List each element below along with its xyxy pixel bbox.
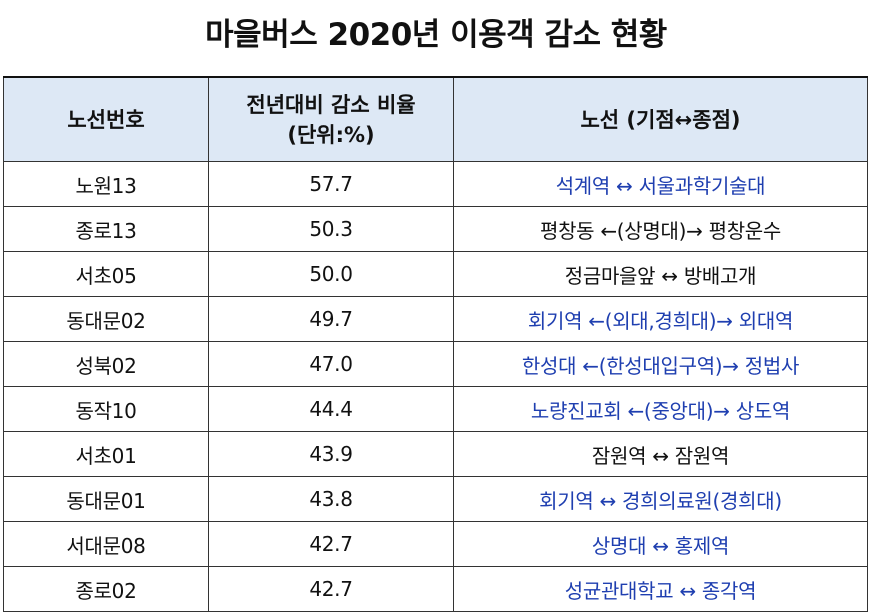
route-path-cell: 정금마을앞 ↔ 방배고개	[453, 251, 868, 297]
table-row: 서대문08 42.7 상명대 ↔ 홍제역	[3, 521, 868, 567]
header-decline-rate: 전년대비 감소 비율 (단위:%)	[208, 76, 454, 162]
decline-rate-cell: 42.7	[208, 566, 454, 612]
decline-rate-cell: 43.8	[208, 476, 454, 522]
page-title: 마을버스 2020년 이용객 감소 현황	[205, 17, 667, 53]
route-number-cell: 종로02	[3, 566, 209, 612]
route-path-cell: 잠원역 ↔ 잠원역	[453, 431, 868, 477]
table-body: 노원13 57.7 석계역 ↔ 서울과학기술대 종로13 50.3 평창동 ←(상명대)→…	[3, 161, 868, 612]
route-number-cell: 노원13	[3, 161, 209, 207]
route-number-cell: 동작10	[3, 386, 209, 432]
table-row: 노원13 57.7 석계역 ↔ 서울과학기술대	[3, 161, 868, 207]
table-row: 동대문02 49.7 회기역 ←(외대,경희대)→ 외대역	[3, 296, 868, 342]
route-path-cell[interactable]: 성균관대학교 ↔ 종각역	[453, 566, 868, 612]
header-decline-rate-label: 전년대비 감소 비율	[246, 92, 416, 117]
route-path-cell[interactable]: 상명대 ↔ 홍제역	[453, 521, 868, 567]
route-path-cell[interactable]: 회기역 ←(외대,경희대)→ 외대역	[453, 296, 868, 342]
decline-rate-cell: 44.4	[208, 386, 454, 432]
route-number-cell: 성북02	[3, 341, 209, 387]
ridership-decline-table: 노선번호 전년대비 감소 비율 (단위:%) 노선 (기점↔종점) 노원13 57…	[3, 76, 868, 612]
route-path-cell[interactable]: 노량진교회 ←(중앙대)→ 상도역	[453, 386, 868, 432]
table-row: 성북02 47.0 한성대 ←(한성대입구역)→ 정법사	[3, 341, 868, 387]
header-decline-rate-unit: (단위:%)	[287, 122, 375, 147]
decline-rate-cell: 42.7	[208, 521, 454, 567]
route-path-cell[interactable]: 회기역 ↔ 경희의료원(경희대)	[453, 476, 868, 522]
route-number-cell: 동대문02	[3, 296, 209, 342]
route-path-cell: 평창동 ←(상명대)→ 평창운수	[453, 206, 868, 252]
route-path-cell[interactable]: 한성대 ←(한성대입구역)→ 정법사	[453, 341, 868, 387]
decline-rate-cell: 50.0	[208, 251, 454, 297]
table-row: 동대문01 43.8 회기역 ↔ 경희의료원(경희대)	[3, 476, 868, 522]
route-number-cell: 종로13	[3, 206, 209, 252]
decline-rate-cell: 50.3	[208, 206, 454, 252]
decline-rate-cell: 57.7	[208, 161, 454, 207]
table-row: 서초05 50.0 정금마을앞 ↔ 방배고개	[3, 251, 868, 297]
route-number-cell: 서초01	[3, 431, 209, 477]
decline-rate-cell: 43.9	[208, 431, 454, 477]
table-header-row: 노선번호 전년대비 감소 비율 (단위:%) 노선 (기점↔종점)	[3, 76, 868, 162]
table-row: 동작10 44.4 노량진교회 ←(중앙대)→ 상도역	[3, 386, 868, 432]
table-row: 종로13 50.3 평창동 ←(상명대)→ 평창운수	[3, 206, 868, 252]
route-number-cell: 서대문08	[3, 521, 209, 567]
route-number-cell: 서초05	[3, 251, 209, 297]
route-path-cell[interactable]: 석계역 ↔ 서울과학기술대	[453, 161, 868, 207]
table-row: 서초01 43.9 잠원역 ↔ 잠원역	[3, 431, 868, 477]
route-number-cell: 동대문01	[3, 476, 209, 522]
decline-rate-cell: 47.0	[208, 341, 454, 387]
header-route-path: 노선 (기점↔종점)	[453, 76, 868, 162]
table-row: 종로02 42.7 성균관대학교 ↔ 종각역	[3, 566, 868, 612]
header-route-number: 노선번호	[3, 76, 209, 162]
decline-rate-cell: 49.7	[208, 296, 454, 342]
